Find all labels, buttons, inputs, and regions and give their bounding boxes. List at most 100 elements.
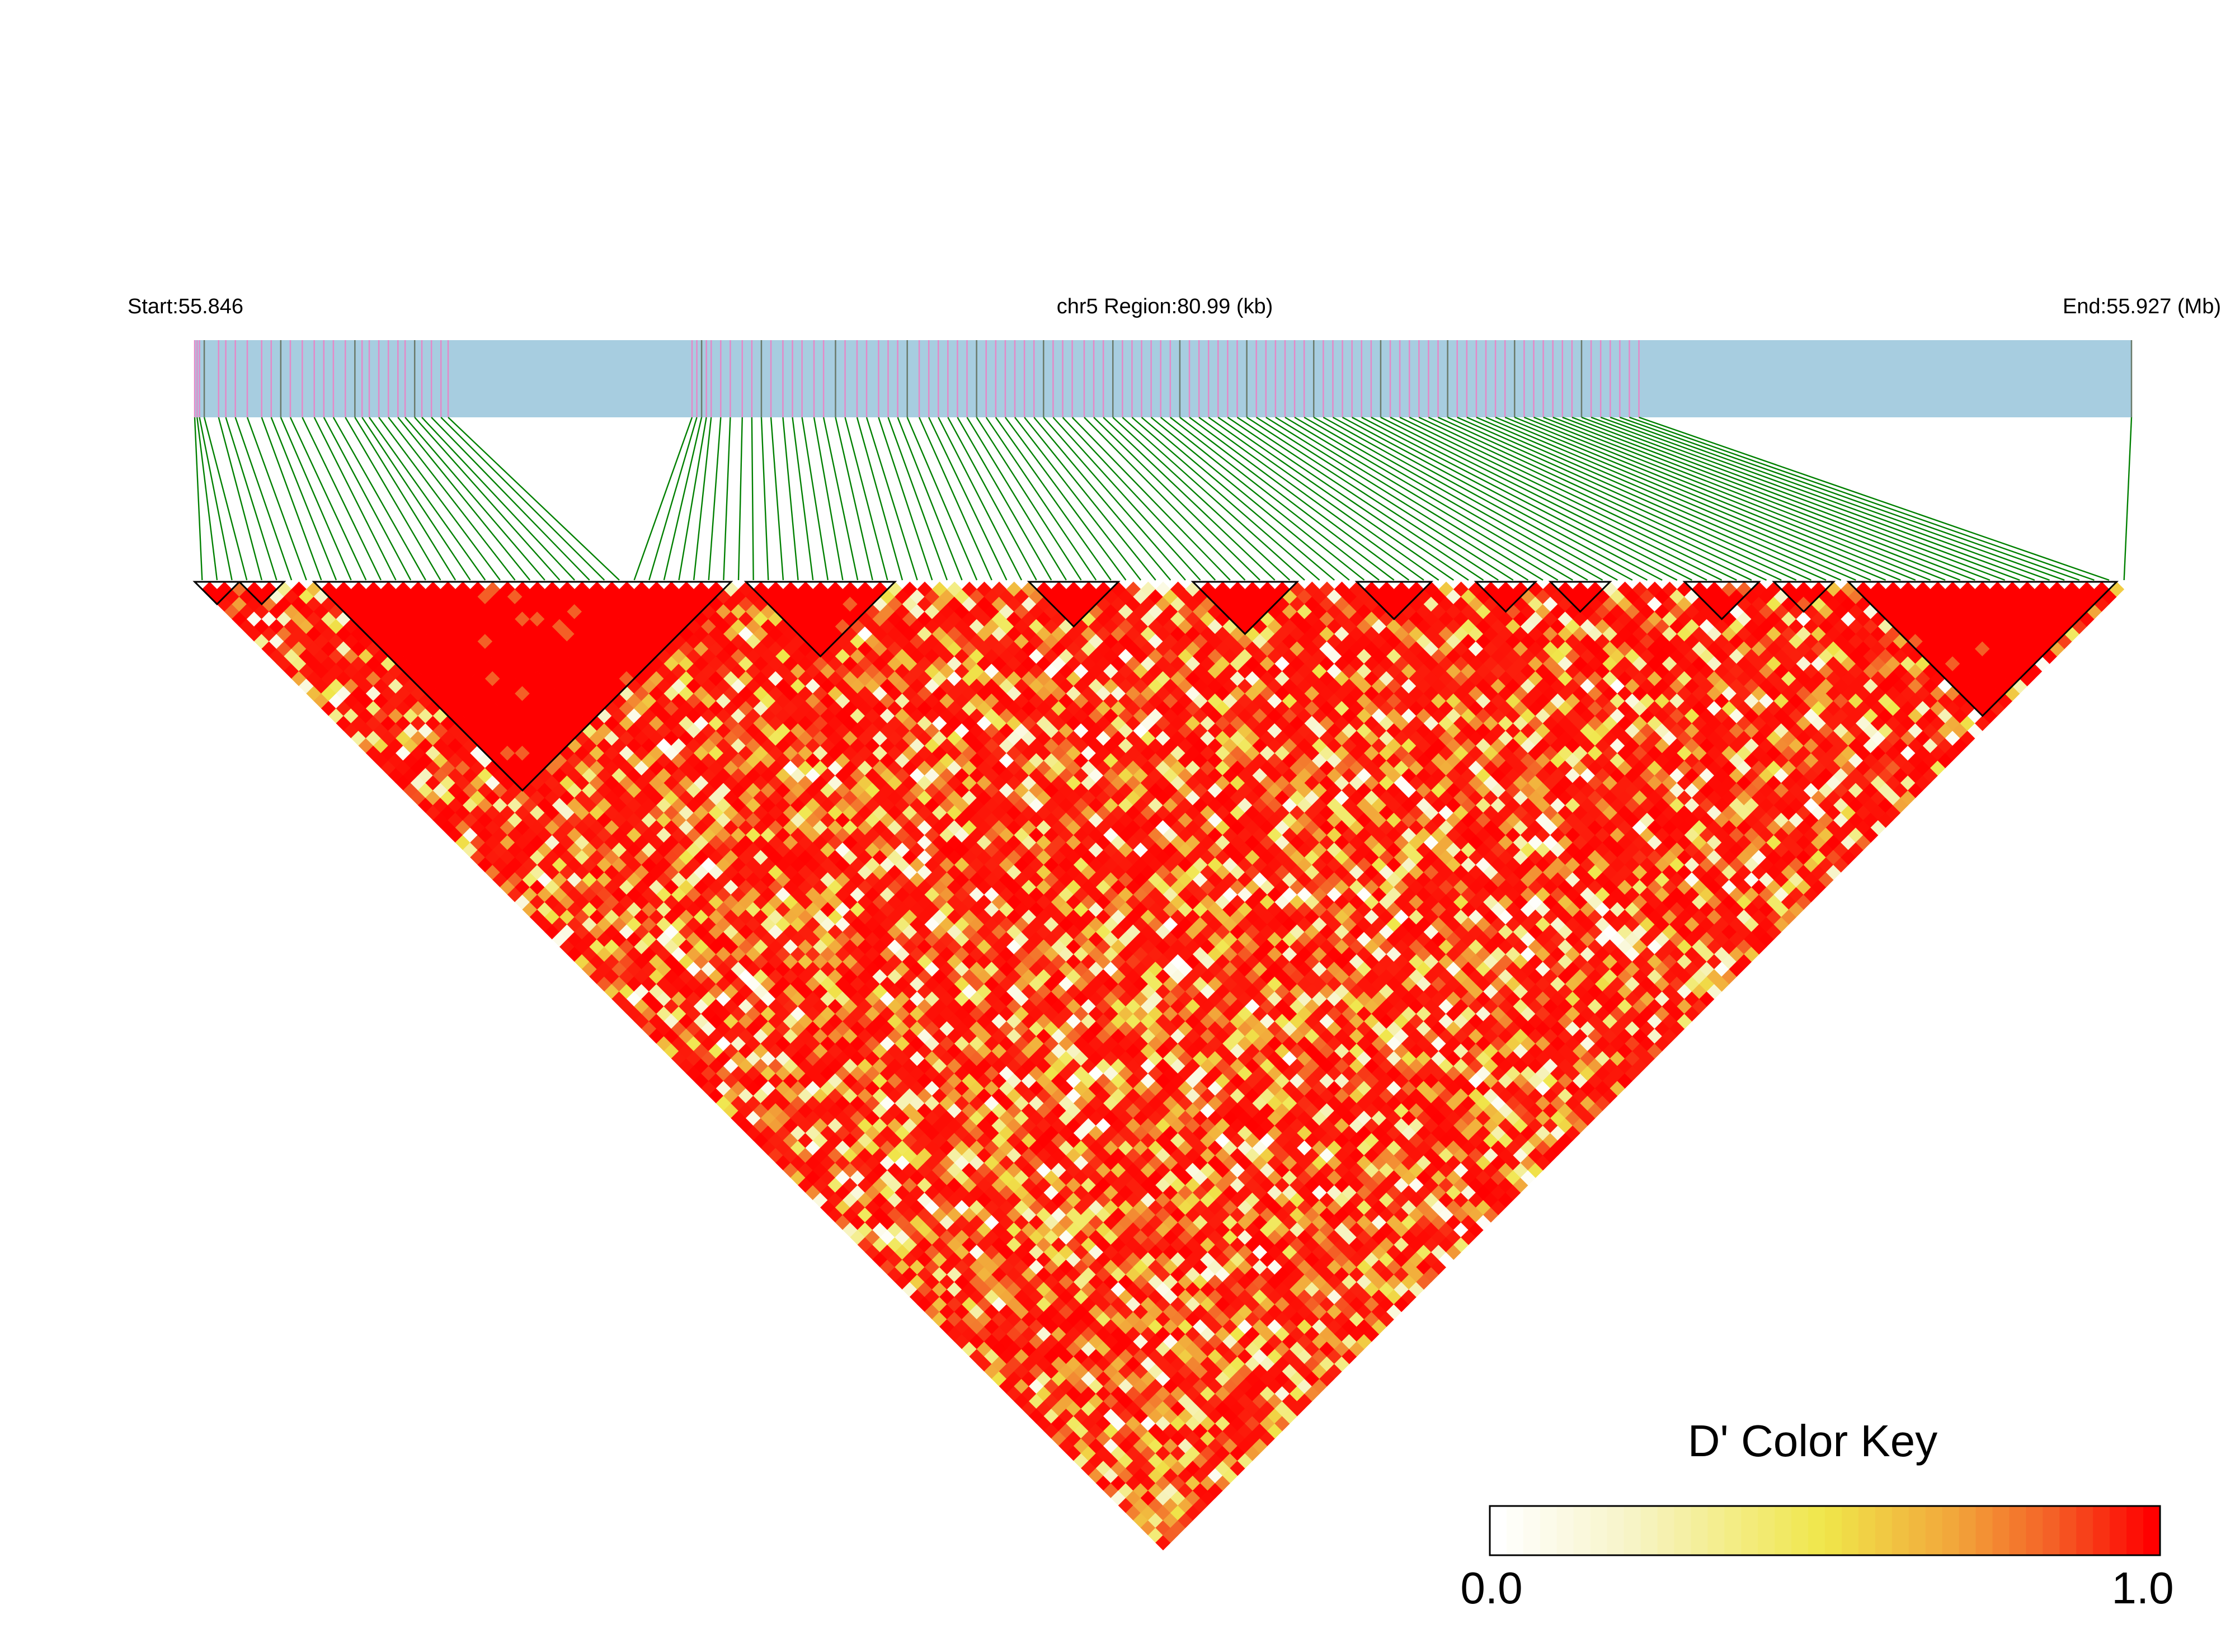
ld-heatmap — [201, 581, 2125, 1551]
snp-connector — [813, 417, 844, 581]
snp-connector — [1004, 417, 1127, 581]
snp-connector — [1256, 416, 1514, 581]
snp-connector — [313, 417, 397, 581]
snp-connector — [1227, 417, 1469, 581]
snp-connector — [1208, 417, 1439, 581]
snp-connector — [1552, 416, 1975, 581]
snp-connector — [1562, 416, 1991, 581]
snp-connector — [1294, 416, 1573, 581]
snp-connector — [1523, 416, 1931, 581]
snp-connector — [1198, 417, 1424, 581]
snp-connector — [760, 417, 769, 581]
snp-connector — [302, 417, 382, 581]
snp-connector — [782, 417, 799, 581]
snp-connector — [280, 417, 352, 581]
snp-connector — [1246, 416, 1499, 581]
snp-connector — [354, 417, 457, 581]
snp-connector — [1361, 416, 1678, 581]
snp-connector — [1150, 417, 1350, 581]
snp-connector — [1217, 417, 1454, 581]
snp-connector — [397, 417, 531, 581]
snp-connector — [246, 417, 307, 581]
snp-connector — [1131, 417, 1320, 581]
snp-connector — [995, 417, 1112, 581]
snp-connector — [1313, 416, 1603, 581]
snp-connector — [1052, 417, 1201, 581]
snp-connector — [1380, 416, 1707, 581]
snp-connector — [448, 417, 620, 581]
snp-connector — [1543, 416, 1961, 581]
snp-connector — [751, 417, 754, 581]
snp-connector — [678, 417, 707, 581]
snp-connector — [440, 417, 605, 581]
snp-connector — [1629, 416, 2095, 581]
snp-connector — [928, 417, 1008, 581]
snp-connector — [887, 417, 948, 581]
snp-connector — [723, 417, 731, 581]
snp-connector — [261, 417, 322, 581]
snp-connector — [1323, 416, 1618, 581]
snp-connector — [976, 417, 1082, 581]
snp-connector — [844, 417, 888, 581]
snp-connector — [1033, 417, 1171, 581]
snp-connector — [2123, 417, 2133, 581]
snp-connector — [1160, 417, 1365, 581]
snp-connector — [332, 417, 426, 581]
snp-connector — [693, 417, 712, 581]
snp-tick-marks — [194, 340, 2133, 417]
snp-position-track — [194, 340, 2133, 417]
snp-connector — [708, 417, 722, 581]
snp-connector — [1265, 416, 1529, 581]
snp-connector — [1189, 417, 1410, 581]
snp-connector — [801, 417, 829, 581]
snp-connector — [1409, 416, 1752, 581]
snp-connector — [1399, 416, 1737, 581]
snp-connector — [957, 417, 1052, 581]
snp-connector — [1342, 416, 1648, 581]
snp-connector — [421, 417, 575, 581]
snp-connector — [985, 417, 1097, 581]
snp-connector — [361, 417, 471, 581]
region-title: chr5 Region:80.99 (kb) — [1057, 295, 1273, 318]
snp-connector — [906, 417, 978, 581]
snp-connector — [1352, 416, 1663, 581]
snp-connector — [1062, 417, 1216, 581]
snp-connector — [1639, 416, 2110, 581]
snp-connector — [1514, 416, 1916, 581]
snp-connector — [388, 417, 516, 581]
snp-connector — [218, 417, 262, 581]
snp-connector — [1093, 417, 1260, 581]
snp-connector — [345, 417, 441, 581]
snp-connector — [1141, 417, 1335, 581]
snp-connector — [1466, 416, 1842, 581]
snp-connector — [378, 417, 501, 581]
snp-connector — [1581, 416, 2020, 581]
snp-connector — [1275, 416, 1544, 581]
snp-connector — [1457, 416, 1827, 581]
snp-connector — [1447, 416, 1811, 581]
snp-connector — [1304, 416, 1588, 581]
snp-connector — [663, 417, 703, 581]
snp-connector — [792, 417, 814, 581]
snp-connector — [918, 417, 992, 581]
snp-connector — [196, 417, 218, 581]
snp-connector — [1024, 417, 1156, 581]
snp-connector — [1438, 416, 1797, 581]
snp-connector — [414, 417, 561, 581]
snp-connector — [1390, 416, 1723, 581]
snp-connector — [1504, 416, 1901, 581]
snp-connector — [203, 417, 248, 581]
snp-connector — [270, 417, 337, 581]
snp-connector — [234, 417, 293, 581]
snp-connector — [1600, 416, 2050, 581]
snp-connector — [1371, 416, 1692, 581]
snp-connector — [822, 417, 859, 581]
snp-connector — [225, 417, 277, 581]
snp-connector — [1485, 416, 1871, 581]
snp-connector — [1533, 416, 1946, 581]
snp-connector — [369, 417, 486, 581]
snp-connector — [194, 417, 203, 581]
snp-connector — [1428, 416, 1782, 581]
snp-connector — [1043, 417, 1186, 581]
